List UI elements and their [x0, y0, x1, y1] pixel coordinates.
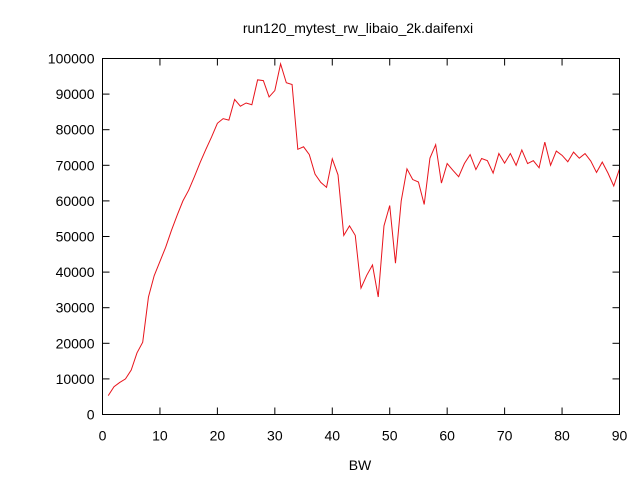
x-tick-label: 80 [554, 428, 570, 444]
x-tick-label: 0 [99, 428, 107, 444]
series-line-0 [107, 61, 620, 396]
y-tick-label: 60000 [56, 193, 95, 209]
x-tick-label: 10 [152, 428, 168, 444]
y-tick-label: 50000 [56, 229, 95, 245]
series-layer [107, 61, 620, 396]
y-tick-label: 0 [87, 407, 95, 423]
y-tick-label: 90000 [56, 86, 95, 102]
chart-title: run120_mytest_rw_libaio_2k.daifenxi [243, 20, 473, 36]
y-tick-label: 80000 [56, 122, 95, 138]
x-tick-label: 40 [324, 428, 340, 444]
x-tick-label: 70 [497, 428, 513, 444]
x-axis-label: BW [349, 457, 372, 473]
y-tick-label: 10000 [56, 371, 95, 387]
x-tick-label: 20 [210, 428, 226, 444]
y-tick-label: 30000 [56, 300, 95, 316]
y-tick-label: 100000 [48, 51, 95, 67]
x-tick-label: 60 [439, 428, 455, 444]
x-tick-label: 30 [267, 428, 283, 444]
x-axis: 0 10 20 30 40 50 60 70 80 90 [99, 58, 628, 444]
y-tick-label: 40000 [56, 264, 95, 280]
x-tick-label: 90 [612, 428, 628, 444]
y-tick-label: 20000 [56, 335, 95, 351]
x-tick-label: 50 [382, 428, 398, 444]
plot-frame [102, 58, 620, 415]
y-axis: 0 10000 20000 30000 40000 50000 60000 70000 8000… [48, 51, 620, 423]
y-tick-label: 70000 [56, 157, 95, 173]
